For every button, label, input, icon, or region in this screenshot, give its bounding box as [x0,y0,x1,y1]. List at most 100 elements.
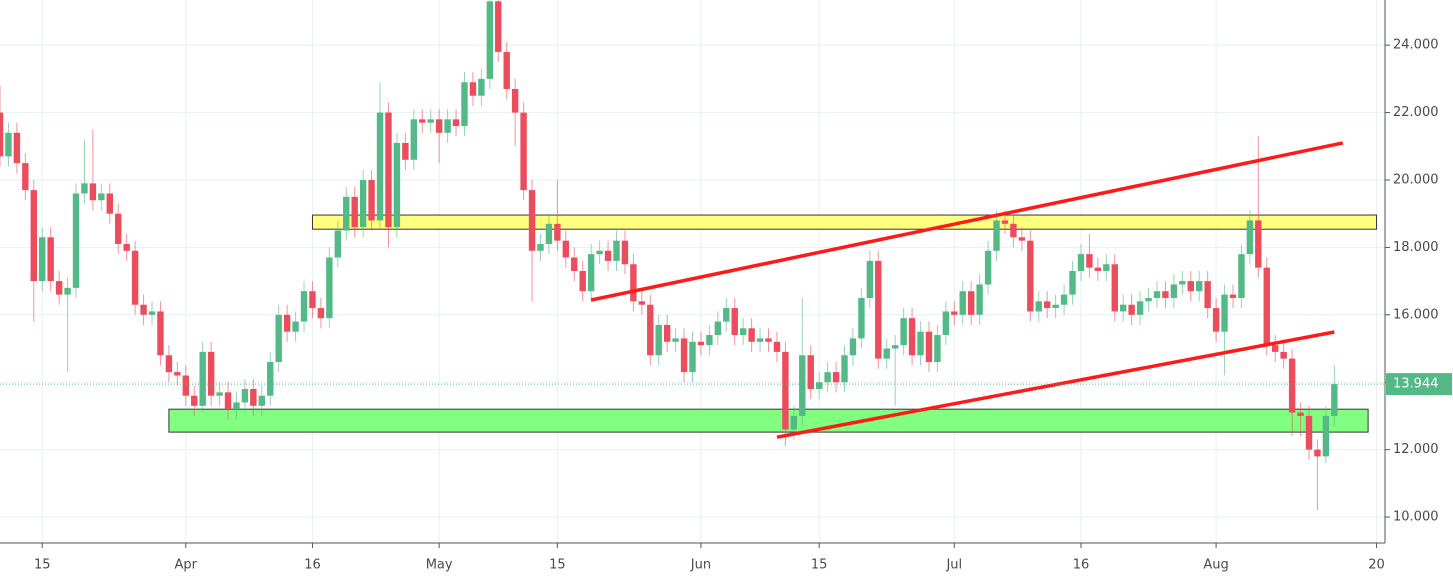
candle-body [1246,220,1254,255]
candle-body [1297,412,1304,416]
x-tick-label: Jul [945,558,962,573]
candle-body [647,304,654,356]
candle-body [748,328,755,342]
candle-body [976,284,983,315]
candle-body [790,415,798,430]
x-tick-label: Apr [175,558,198,573]
candle-body [1010,223,1017,238]
candle-body [520,112,527,191]
candle-body [292,321,299,332]
zone [168,408,1369,433]
candle-body [900,318,907,346]
candle-body [537,244,544,251]
candle-body [621,240,629,265]
candle-body [275,314,282,362]
candle-body [503,51,510,89]
candle-body [1187,281,1194,292]
candle-body [1204,281,1211,309]
candle-body [283,314,291,332]
candle-body [554,223,561,241]
candle-body [841,355,848,383]
candle-body [495,1,502,52]
x-tick-label: Jun [690,558,711,573]
candle-body [182,375,189,396]
y-tick-label: 10.000 [1393,510,1439,525]
candle-body [875,260,882,359]
candle-body [22,163,29,191]
y-tick-label: 16.000 [1393,307,1439,322]
candle-body [123,244,130,251]
candle-body [1263,267,1270,346]
x-tick-label: 20 [1368,558,1385,573]
candle-body [706,335,713,346]
candle-body [165,355,173,373]
candle-body [1001,220,1009,224]
zone [311,214,1378,230]
candle-body [1103,264,1110,271]
candle-body [858,297,865,339]
candle-body [1035,301,1042,312]
candle-body [596,250,603,255]
candle-body [1288,358,1296,413]
candle-body [680,338,688,373]
candle-body [267,362,274,396]
candle-body [832,372,840,383]
candle-body [1212,308,1220,332]
y-tick-label: 12.000 [1393,442,1439,457]
candle-body [731,308,738,336]
candle-body [984,250,992,285]
candle-body [351,196,358,228]
candle-body [199,351,206,406]
candle-body [1272,345,1279,352]
candle-body [613,240,620,261]
candle-body [799,355,806,416]
candle-body [452,119,460,127]
candle-body [528,190,536,251]
y-tick-label: 24.000 [1393,38,1439,53]
candle-body [1314,449,1321,457]
candle-body [461,82,468,127]
candle-body [326,257,333,319]
candle-body [1094,267,1102,271]
candle-body [309,291,316,309]
x-tick-label: 16 [304,558,321,573]
candle-body [1086,254,1093,268]
x-tick-label: Aug [1203,558,1228,573]
candle-body [157,311,164,356]
candle-body [765,338,772,342]
candle-body [824,372,831,383]
candle-body [917,331,924,356]
candle-body [148,311,156,315]
candle-body [1153,291,1161,298]
candle-body [1322,415,1330,457]
candle-body [1052,304,1059,309]
candle-body [579,270,586,292]
candle-body [1162,291,1169,298]
candle-body [545,223,553,245]
candle-body [1238,254,1245,298]
candle-body [1120,304,1127,312]
candle-body [13,132,21,164]
candle-body [942,311,950,336]
candle-body [115,213,122,245]
candle-body [0,112,4,157]
candle-body [376,112,384,221]
candle-body [1305,415,1313,450]
candle-body [1229,294,1237,298]
candle-body [241,388,249,403]
candle-body [1018,237,1026,241]
candle-body [773,341,781,352]
candle-body [672,338,679,342]
candle-body [587,254,595,292]
candle-body [689,341,696,373]
candle-body [81,183,88,194]
candle-body [419,119,426,123]
candle-body [47,237,54,282]
candle-body [1179,281,1186,285]
candle-body [663,324,671,342]
candle-body [64,287,71,295]
candle-body [925,331,933,362]
candle-body [1060,294,1068,305]
candle-body [511,88,519,113]
